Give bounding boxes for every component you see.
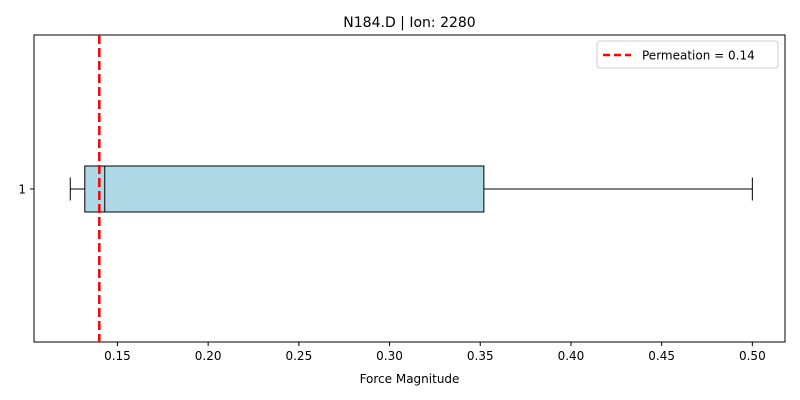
chart-title: N184.D | Ion: 2280 bbox=[343, 15, 475, 31]
legend-label: Permeation = 0.14 bbox=[642, 49, 755, 63]
x-tick-label: 0.25 bbox=[285, 349, 312, 363]
x-axis: 0.15 0.20 0.25 0.30 0.35 0.40 0.45 0.50 bbox=[104, 342, 766, 363]
x-tick-label: 0.20 bbox=[195, 349, 222, 363]
x-axis-label: Force Magnitude bbox=[360, 372, 460, 386]
box-layer bbox=[69, 165, 753, 213]
x-tick-label: 0.50 bbox=[739, 349, 766, 363]
x-tick-label: 0.30 bbox=[376, 349, 403, 363]
interquartile-box bbox=[84, 165, 485, 213]
x-tick-label: 0.15 bbox=[104, 349, 131, 363]
y-axis: 1 bbox=[18, 183, 34, 197]
legend-frame bbox=[596, 40, 779, 69]
y-tick-label: 1 bbox=[18, 183, 26, 197]
x-tick-label: 0.45 bbox=[648, 349, 675, 363]
legend: Permeation = 0.14 bbox=[596, 40, 779, 69]
x-tick-label: 0.40 bbox=[558, 349, 585, 363]
x-tick-label: 0.35 bbox=[467, 349, 494, 363]
